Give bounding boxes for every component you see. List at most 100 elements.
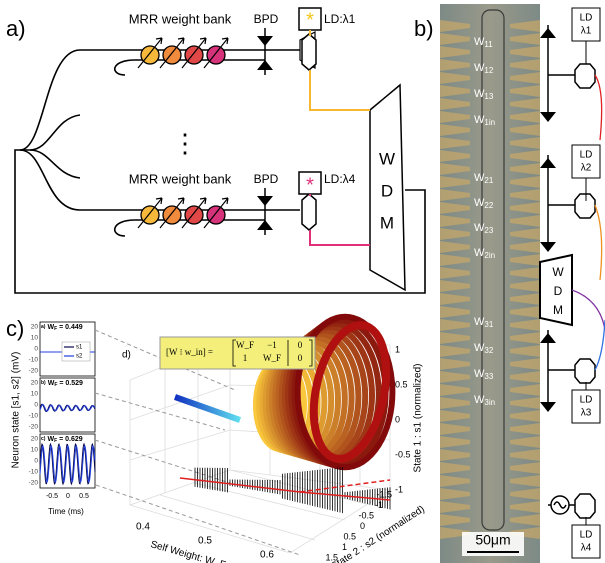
legend-label: s1 xyxy=(76,345,83,351)
weight-base: W xyxy=(474,316,485,328)
tag: a) xyxy=(41,324,46,330)
circuit-b xyxy=(540,25,595,518)
panel-label: b) xyxy=(414,16,434,41)
laser-label: λ3 xyxy=(581,408,592,419)
laser-label: λ4 xyxy=(581,543,592,554)
photodiodes xyxy=(257,36,273,230)
weight-sub: 23 xyxy=(484,226,493,235)
legend-label: s2 xyxy=(76,354,83,360)
optical-path xyxy=(310,30,370,110)
param-value: = 0.629 xyxy=(57,436,83,443)
matrix-entry: W_F xyxy=(236,340,254,350)
y-tick-label: -20 xyxy=(29,480,39,487)
x-tick-label: -0.5 xyxy=(46,493,58,500)
bank-title: MRR weight bank xyxy=(129,11,232,26)
param-value: = 0.529 xyxy=(57,380,83,387)
matrix-lhs: [W ⁝ w_in] = xyxy=(166,347,213,357)
param-value: = 0.449 xyxy=(57,324,83,331)
y-tick-label: 10 xyxy=(31,335,39,342)
weight-base: W xyxy=(474,197,485,209)
laser-star: * xyxy=(306,174,314,196)
laser-label: LD xyxy=(580,13,593,24)
y-tick-label: -10 xyxy=(29,469,39,476)
y-tick-label: -20 xyxy=(29,368,39,375)
laser-label: LD:λ4 xyxy=(324,172,356,186)
z-tick-label: 1 xyxy=(395,344,400,354)
laser-label: λ1 xyxy=(581,26,592,37)
x-tick-label: 0.5 xyxy=(198,536,212,547)
detector-label: BPD xyxy=(254,172,279,186)
y-tick-label: -10 xyxy=(29,413,39,420)
weight-sub: 2in xyxy=(484,251,495,260)
y-tick-label: 20 xyxy=(31,436,39,443)
weight-sub: 11 xyxy=(484,40,493,49)
weight-sub: 21 xyxy=(484,176,493,185)
z-tick-label: -1 xyxy=(395,484,403,494)
y-tick-label: 0 xyxy=(360,521,365,531)
y-tick-label: 10 xyxy=(31,447,39,454)
x-tick-label: 0.4 xyxy=(136,522,150,533)
matrix-entry: W_F xyxy=(263,353,281,363)
wdm-letter: M xyxy=(553,303,563,317)
y-tick-label: 10 xyxy=(31,391,39,398)
tag: b) xyxy=(41,380,46,386)
panel-label: d) xyxy=(122,350,131,361)
panel-label: c) xyxy=(6,316,24,341)
wdm-letter: W xyxy=(379,149,395,168)
y-tick-label: -1 xyxy=(375,500,383,510)
weight-base: W xyxy=(474,62,485,74)
laser-label: λ2 xyxy=(581,163,592,174)
x-tick-label: 0 xyxy=(66,493,70,500)
y-tick-label: -0.5 xyxy=(358,510,374,520)
y-tick-label: -1.5 xyxy=(376,489,392,499)
y-tick-label: -20 xyxy=(29,424,39,431)
panel-label: a) xyxy=(6,16,26,41)
weight-sub: 31 xyxy=(484,320,493,329)
weight-base: W xyxy=(474,114,485,126)
weight-sub: 12 xyxy=(484,66,493,75)
weight-base: W xyxy=(474,88,485,100)
z-tick-label: 0 xyxy=(395,414,400,424)
matrix-entry: 1 xyxy=(243,353,248,363)
weight-sub: 3in xyxy=(484,398,495,407)
z-tick-label: -0.5 xyxy=(395,449,411,459)
weight-sub: 1in xyxy=(484,118,495,127)
weight-sub: 32 xyxy=(484,346,493,355)
weight-sub: 33 xyxy=(484,372,493,381)
z-tick-label: 0.5 xyxy=(395,379,408,389)
weight-base: W xyxy=(474,368,485,380)
matrix-entry: 0 xyxy=(298,340,303,350)
weight-base: W xyxy=(474,342,485,354)
weight-base: W xyxy=(474,172,485,184)
x-axis-label: Self Weight: W_F xyxy=(149,539,227,563)
weight-base: W xyxy=(474,36,485,48)
matrix-entry: 0 xyxy=(298,353,303,363)
ellipsis: ⋮ xyxy=(172,128,198,158)
weight-base: W xyxy=(474,247,485,259)
matrix-entry: −1 xyxy=(267,340,277,350)
x-tick-label: 0.6 xyxy=(260,550,274,561)
fibers xyxy=(572,75,605,370)
laser-star: * xyxy=(306,9,314,31)
laser-label: LD xyxy=(580,530,593,541)
weight-base: W xyxy=(474,222,485,234)
tag: c) xyxy=(41,436,46,442)
wdm-letter: W xyxy=(552,265,564,279)
y-tick-label: 20 xyxy=(31,324,39,331)
weight-sub: 13 xyxy=(484,92,493,101)
y-tick-label: 0.5 xyxy=(343,531,356,541)
y-tick-label: 1.5 xyxy=(325,552,338,562)
detector-label: BPD xyxy=(254,12,279,26)
y-tick-label: 0 xyxy=(34,346,38,353)
y-tick-label: 0 xyxy=(34,458,38,465)
y-axis-label: Neuron state [s1, s2] (mV) xyxy=(11,352,22,469)
laser-label: LD xyxy=(580,150,593,161)
bank-title: MRR weight bank xyxy=(129,171,232,186)
wdm-letter: M xyxy=(380,213,394,232)
laser-label: LD xyxy=(580,395,593,406)
x-axis-label: Time (ms) xyxy=(48,507,84,516)
figure: a) * * ⋮ MRR weight bankBPDLD:λ1MRR weig… xyxy=(0,0,605,563)
x-tick-label: 0.5 xyxy=(79,493,89,500)
weight-sub: 22 xyxy=(484,201,493,210)
y-tick-label: 1 xyxy=(342,542,347,552)
